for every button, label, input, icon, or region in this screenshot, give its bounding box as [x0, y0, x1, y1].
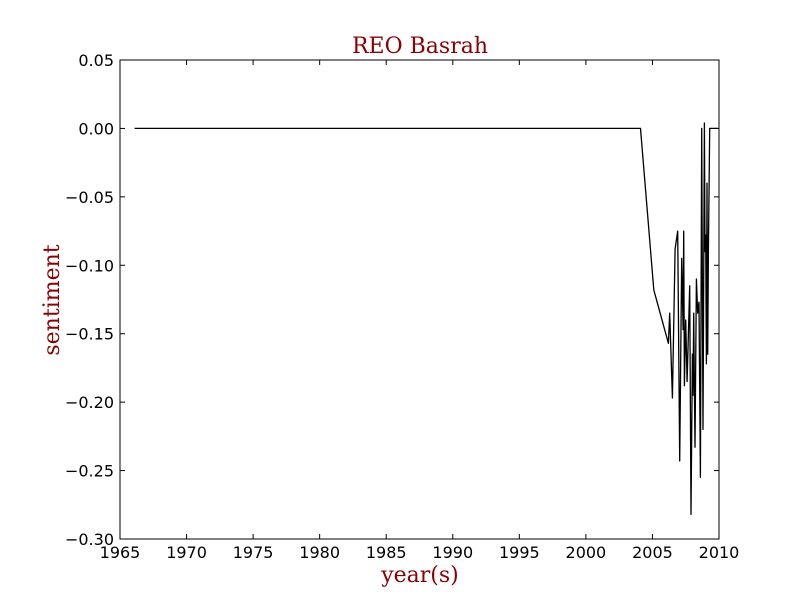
x-tick-label: 1980 — [299, 543, 340, 562]
y-tick-label: 0.05 — [78, 51, 114, 70]
y-tick-label: −0.25 — [65, 462, 114, 481]
x-tick-label: 2000 — [566, 543, 607, 562]
x-tick-label: 1995 — [499, 543, 540, 562]
x-tick-label: 1990 — [432, 543, 473, 562]
x-tick-label: 1975 — [233, 543, 274, 562]
plot-layer: 1965 1970 1975 1980 1985 1990 1995 2000 2005 2010… — [65, 51, 739, 562]
y-axis-label: sentiment — [40, 244, 65, 355]
y-tick-label: −0.20 — [65, 393, 114, 412]
series-line — [134, 122, 718, 516]
y-tick-label: −0.05 — [65, 188, 114, 207]
plot-frame — [119, 59, 720, 540]
x-tick-label: 2010 — [699, 543, 740, 562]
chart-title: REO Basrah — [352, 34, 488, 59]
y-tick-label: −0.15 — [65, 325, 114, 344]
y-tick-label: −0.10 — [65, 256, 114, 275]
x-tick-label: 1965 — [100, 543, 141, 562]
x-tick-label: 2005 — [632, 543, 673, 562]
y-tick-label: 0.00 — [78, 119, 114, 138]
x-axis-label: year(s) — [380, 563, 459, 588]
y-tick-label: −0.30 — [65, 530, 114, 549]
x-tick-label: 1970 — [166, 543, 207, 562]
x-tick-label: 1985 — [366, 543, 407, 562]
